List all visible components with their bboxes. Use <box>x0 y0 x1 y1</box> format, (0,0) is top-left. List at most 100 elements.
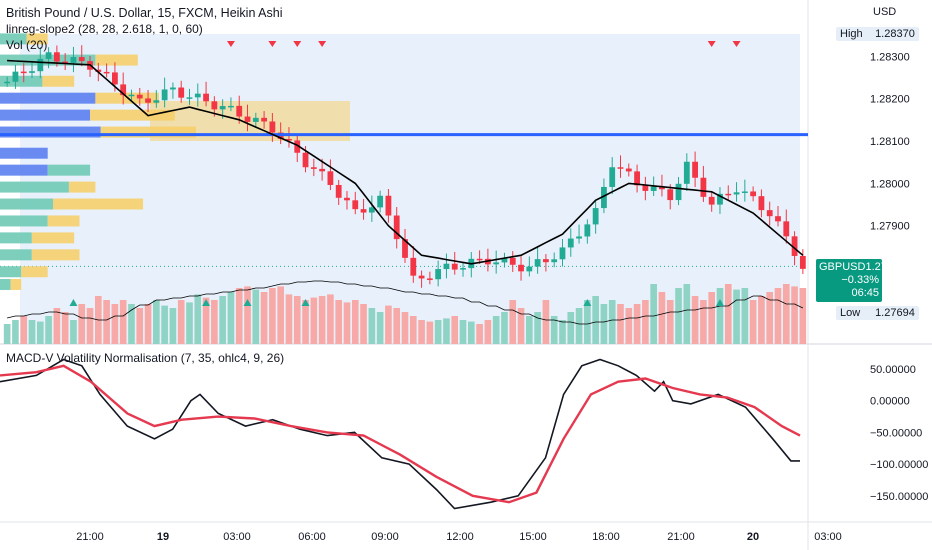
volume-bar <box>86 308 94 344</box>
candle-body <box>53 52 60 62</box>
candle-body <box>501 257 508 263</box>
volume-bar <box>186 302 193 344</box>
profile-bar-blue <box>0 164 48 176</box>
candle-body <box>576 236 582 239</box>
volume-bar <box>393 308 401 344</box>
indicator-legend[interactable]: linreg-slope2 (28, 28, 2.618, 1, 0, 60) <box>6 22 203 36</box>
volume-bar <box>28 320 36 344</box>
volume-bar <box>426 321 434 344</box>
volume-bar <box>376 312 384 344</box>
profile-bar-teal <box>0 75 43 87</box>
profile-bar-yellow <box>10 278 22 290</box>
candle-body <box>526 266 533 272</box>
volume-bar <box>227 292 235 344</box>
volume-bar <box>318 296 326 344</box>
candle-body <box>12 71 19 82</box>
volume-bar <box>766 292 774 344</box>
symbol-label: GBPUSD <box>819 261 866 273</box>
candle-body <box>269 121 276 133</box>
profile-bar-teal <box>0 33 27 45</box>
candle-body <box>310 167 317 169</box>
candle-body <box>509 257 516 265</box>
volume-bar <box>269 288 276 344</box>
buy-marker <box>301 299 310 306</box>
candle-body <box>145 98 151 103</box>
candle-body <box>385 195 392 216</box>
volume-legend[interactable]: Vol (20) <box>6 38 48 52</box>
volume-bar <box>119 300 127 344</box>
time-tick-label: 03:00 <box>223 531 251 543</box>
bar-countdown: 06:45 <box>851 287 879 299</box>
candle-body <box>402 239 408 258</box>
volume-bar <box>575 308 583 344</box>
volume-bar <box>36 321 44 344</box>
candle-body <box>775 216 781 222</box>
candle-body <box>725 193 732 196</box>
candle-body <box>426 278 433 280</box>
volume-bar <box>61 312 69 344</box>
volume-bar <box>360 304 367 344</box>
volume-bar <box>53 308 61 344</box>
sell-marker <box>226 41 235 47</box>
candle-body <box>244 116 251 122</box>
profile-bar-blue <box>0 109 91 121</box>
volume-ma-line <box>7 280 804 325</box>
time-tick-label: 20 <box>747 531 759 543</box>
volume-bar <box>285 294 293 344</box>
candle-body <box>543 259 549 263</box>
profile-bar-yellow <box>90 109 175 121</box>
profile-bar-yellow <box>26 33 48 45</box>
high-tag: High 1.28370 <box>836 27 919 41</box>
volume-bar <box>293 296 301 344</box>
candle-body <box>327 171 334 185</box>
volume-bar <box>443 318 450 344</box>
candle-body <box>518 264 524 272</box>
macd-legend[interactable]: MACD-V Volatility Normalisation (7, 35, … <box>6 351 285 365</box>
price-tick-label: 1.28200 <box>870 94 910 106</box>
price-tick-label: 1.27900 <box>870 221 910 233</box>
profile-bar-yellow <box>31 232 75 244</box>
buy-marker <box>202 299 211 306</box>
profile-bar-blue <box>0 92 96 104</box>
candle-body <box>642 185 649 191</box>
volume-bar <box>244 286 251 344</box>
volume-bar <box>418 320 425 344</box>
profile-bar-teal <box>0 215 48 227</box>
sell-marker <box>732 41 741 47</box>
candle-body <box>111 72 118 85</box>
volume-bar <box>459 320 467 344</box>
profile-bar-blue <box>0 147 48 159</box>
candle-body <box>203 93 209 102</box>
volume-bar <box>584 300 591 344</box>
candle-body <box>294 140 301 153</box>
candle-body <box>136 94 143 99</box>
candle-body <box>692 161 699 178</box>
volume-bar <box>675 288 682 344</box>
candle-body <box>194 93 201 98</box>
profile-bar-teal <box>0 232 32 244</box>
high-label: High <box>840 28 863 40</box>
volume-bar <box>749 300 757 344</box>
time-tick-label: 19 <box>157 531 169 543</box>
candle-body <box>4 81 11 84</box>
candle-body <box>534 259 541 267</box>
macd-tick-label: 0.00000 <box>870 396 910 408</box>
volume-bar <box>642 300 649 344</box>
volume-bar <box>534 312 541 344</box>
candle-body <box>717 193 723 205</box>
candle-body <box>236 105 243 117</box>
candle-body <box>352 200 359 210</box>
candle-body <box>667 189 674 201</box>
candle-body <box>377 195 384 208</box>
volume-bar <box>177 300 185 344</box>
volume-bar <box>252 289 260 344</box>
time-tick-label: 12:00 <box>446 531 474 543</box>
sell-marker <box>293 41 302 47</box>
volume-bar <box>302 300 309 344</box>
candle-body <box>410 257 417 276</box>
price-change: −0.33% <box>841 274 879 286</box>
volume-bar <box>799 288 807 344</box>
candle-body <box>211 101 218 110</box>
candle-body <box>625 168 632 172</box>
